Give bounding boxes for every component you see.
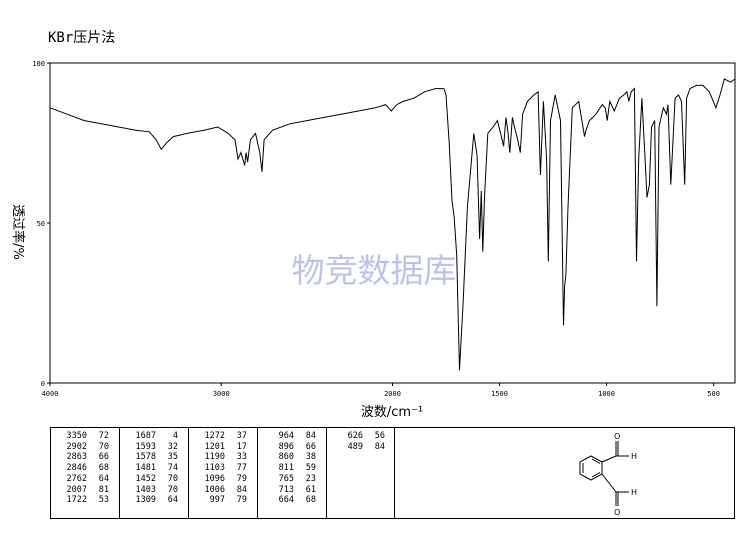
table-row: 2863 66 [66, 452, 109, 463]
peak-table: 3350 72 2902 70 2863 66 2846 68 2762 64 2007 8… [50, 427, 735, 519]
peak-table-column: 626 56 489 84 [327, 428, 395, 518]
table-row: 1481 74 [135, 463, 178, 474]
table-row: 664 68 [278, 495, 316, 506]
table-row: 1190 33 [204, 452, 247, 463]
x-tick-label: 3000 [213, 390, 230, 398]
table-row: 1722 53 [66, 495, 109, 506]
ir-spectrum-chart: 物竞数据库 4000 3000 2000 1500 1000 500 0 50 100 波数/… [10, 60, 736, 420]
table-row: 1096 79 [204, 473, 247, 484]
table-row: 1006 84 [204, 484, 247, 495]
x-tick-label: 4000 [42, 390, 59, 398]
watermark: 物竞数据库 [292, 251, 457, 290]
table-row: 713 61 [278, 484, 316, 495]
table-row: 997 79 [209, 495, 247, 506]
table-row: 3350 72 [66, 431, 109, 441]
x-axis-ticks: 4000 3000 2000 1500 1000 500 [42, 383, 720, 398]
table-row: 1201 17 [204, 441, 247, 452]
table-row: 2902 70 [66, 441, 109, 452]
table-row: 2007 81 [66, 484, 109, 495]
y-tick-label: 50 [37, 220, 45, 228]
table-row: 1403 70 [135, 484, 178, 495]
table-row: 2846 68 [66, 463, 109, 474]
table-row: 964 84 [278, 431, 316, 441]
x-tick-label: 1000 [598, 390, 615, 398]
table-row: 1452 70 [135, 473, 178, 484]
table-row: 1578 35 [135, 452, 178, 463]
x-tick-label: 1500 [491, 390, 508, 398]
atom-label: H [631, 452, 637, 461]
table-row: 1309 64 [135, 495, 178, 506]
table-row: 626 56 [347, 431, 385, 441]
peak-table-column: 3350 72 2902 70 2863 66 2846 68 2762 64 2007 8… [51, 428, 120, 518]
atom-label: O [614, 432, 620, 441]
benzene-ring [579, 441, 629, 506]
x-tick-label: 500 [707, 390, 720, 398]
x-tick-label: 2000 [384, 390, 401, 398]
plot-frame [49, 62, 736, 384]
table-row: 489 84 [347, 441, 385, 452]
table-row: 896 66 [278, 441, 316, 452]
y-tick-label: 0 [41, 380, 45, 388]
y-axis-ticks: 0 50 100 [32, 60, 50, 388]
y-axis-label: 透过率/% [10, 204, 26, 260]
x-axis-label: 波数/cm⁻¹ [361, 405, 423, 420]
page-title: KBr压片法 [48, 30, 116, 46]
molecule-structure: O H O H [579, 432, 637, 517]
y-tick-label: 100 [32, 60, 45, 68]
table-row: 811 59 [278, 463, 316, 474]
peak-table-column: 964 84 896 66 860 38 811 59 765 23 713 61 664 6… [258, 428, 327, 518]
table-row: 1103 77 [204, 463, 247, 474]
peak-table-column: 1272 37 1201 17 1190 33 1103 77 1096 79 1006 8… [189, 428, 258, 518]
table-row: 2762 64 [66, 473, 109, 484]
table-row: 1593 32 [135, 441, 178, 452]
table-row: 1687 4 [135, 431, 178, 441]
spectrum-line [49, 78, 736, 371]
atom-label: H [631, 488, 637, 497]
table-row: 765 23 [278, 473, 316, 484]
atom-label: O [614, 508, 620, 517]
table-row: 1272 37 [204, 431, 247, 441]
table-row: 860 38 [278, 452, 316, 463]
peak-table-column: 1687 4 1593 32 1578 35 1481 74 1452 70 1403 70… [120, 428, 189, 518]
